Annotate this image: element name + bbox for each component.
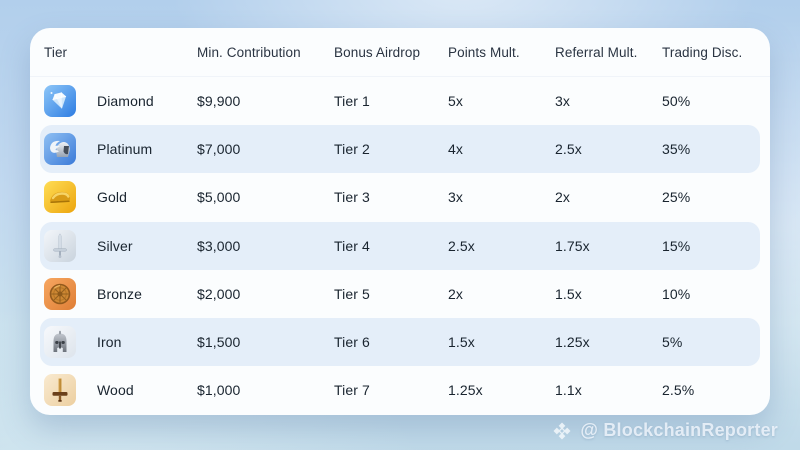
trading-disc-value: 35% — [662, 141, 691, 158]
points-mult-value: 4x — [448, 141, 463, 158]
column-header-points-mult: Points Mult. — [448, 44, 520, 60]
table-row: Silver $3,000 Tier 4 2.5x 1.75x 15% — [40, 221, 760, 270]
gold-icon — [44, 181, 76, 214]
bonus-airdrop-value: Tier 1 — [334, 93, 370, 110]
bronze-icon — [44, 277, 76, 310]
wood-icon — [44, 374, 76, 407]
referral-mult-value: 1.75x — [555, 237, 590, 254]
bonus-airdrop-value: Tier 2 — [334, 141, 370, 158]
tier-name: Gold — [97, 189, 127, 206]
table-row: Iron $1,500 Tier 6 1.5x 1.25x 5% — [40, 317, 760, 367]
min-contribution-value: $1,000 — [197, 382, 241, 399]
trading-disc-value: 15% — [662, 237, 691, 254]
bonus-airdrop-value: Tier 3 — [334, 189, 370, 206]
referral-mult-value: 1.1x — [555, 382, 582, 399]
tier-name: Platinum — [97, 141, 153, 158]
points-mult-value: 1.25x — [448, 382, 483, 399]
column-header-tier: Tier — [44, 44, 68, 60]
trading-disc-value: 5% — [662, 334, 683, 351]
referral-mult-value: 2.5x — [555, 141, 582, 158]
silver-icon — [44, 229, 76, 262]
tier-name: Silver — [97, 237, 133, 254]
points-mult-value: 3x — [448, 189, 463, 206]
min-contribution-value: $3,000 — [197, 237, 241, 254]
min-contribution-value: $1,500 — [197, 334, 241, 351]
table-row: Diamond $9,900 Tier 1 5x 3x 50% — [40, 77, 760, 125]
points-mult-value: 5x — [448, 93, 463, 110]
watermark-handle: @ BlockchainReporter — [580, 420, 778, 440]
column-header-bonus-airdrop: Bonus Airdrop — [334, 44, 421, 60]
trading-disc-value: 25% — [662, 189, 691, 206]
column-header-referral-mult: Referral Mult. — [555, 44, 638, 60]
points-mult-value: 2.5x — [448, 237, 475, 254]
iron-icon — [44, 326, 76, 359]
tier-name: Iron — [97, 334, 122, 351]
points-mult-value: 2x — [448, 285, 463, 302]
bonus-airdrop-value: Tier 7 — [334, 382, 370, 399]
trading-disc-value: 2.5% — [662, 382, 695, 399]
min-contribution-value: $9,900 — [197, 93, 241, 110]
table-row: Bronze $2,000 Tier 5 2x 1.5x 10% — [40, 270, 760, 318]
tier-name: Bronze — [97, 285, 142, 302]
bonus-airdrop-value: Tier 4 — [334, 237, 370, 254]
table-header: Tier Min. Contribution Bonus Airdrop Poi… — [30, 28, 770, 77]
trading-disc-value: 10% — [662, 285, 691, 302]
blockchainreporter-diamond-icon — [552, 421, 572, 441]
referral-mult-value: 1.25x — [555, 334, 590, 351]
tier-table-card: Tier Min. Contribution Bonus Airdrop Poi… — [30, 28, 770, 415]
bonus-airdrop-value: Tier 5 — [334, 285, 370, 302]
referral-mult-value: 1.5x — [555, 285, 582, 302]
platinum-icon — [44, 133, 76, 166]
referral-mult-value: 2x — [555, 189, 570, 206]
diamond-icon — [44, 85, 76, 118]
points-mult-value: 1.5x — [448, 334, 475, 351]
table-body: Diamond $9,900 Tier 1 5x 3x 50% Platinum… — [30, 77, 770, 414]
min-contribution-value: $5,000 — [197, 189, 241, 206]
table-row: Wood $1,000 Tier 7 1.25x 1.1x 2.5% — [40, 366, 760, 414]
watermark: @ BlockchainReporter — [552, 420, 778, 441]
referral-mult-value: 3x — [555, 93, 570, 110]
column-header-trading-disc: Trading Disc. — [662, 44, 743, 60]
bonus-airdrop-value: Tier 6 — [334, 334, 370, 351]
table-row: Gold $5,000 Tier 3 3x 2x 25% — [40, 173, 760, 221]
min-contribution-value: $2,000 — [197, 285, 241, 302]
trading-disc-value: 50% — [662, 93, 691, 110]
tier-name: Wood — [97, 382, 134, 399]
tier-name: Diamond — [97, 93, 154, 110]
min-contribution-value: $7,000 — [197, 141, 241, 158]
column-header-min-contribution: Min. Contribution — [197, 44, 301, 60]
table-row: Platinum $7,000 Tier 2 4x 2.5x 35% — [40, 125, 760, 174]
